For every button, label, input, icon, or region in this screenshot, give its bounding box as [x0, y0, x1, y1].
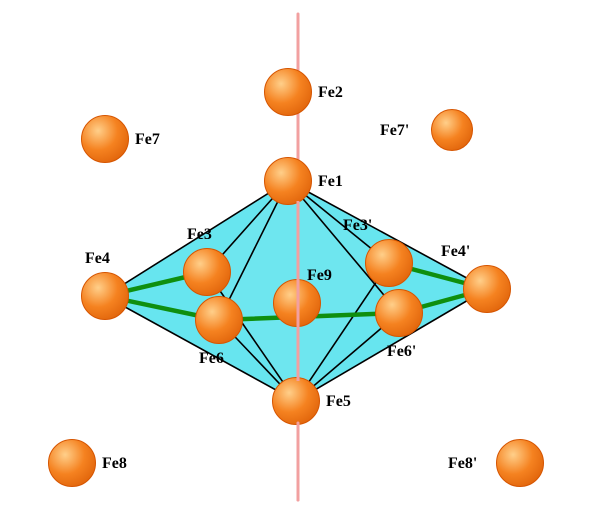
label-Fe7-prime: Fe7' [380, 122, 409, 140]
label-Fe3-prime: Fe3' [343, 217, 372, 235]
label-Fe6-prime: Fe6' [387, 343, 416, 361]
label-Fe4-prime: Fe4' [441, 243, 470, 261]
label-Fe9: Fe9 [307, 267, 332, 285]
label-Fe4: Fe4 [85, 250, 110, 268]
diagram-stage: Fe2 Fe7 Fe7' Fe1 Fe3 Fe3' Fe4 Fe4' Fe9 Fe6 Fe6' Fe5… [0, 0, 589, 514]
label-Fe8: Fe8 [102, 455, 127, 473]
label-Fe1: Fe1 [318, 173, 343, 191]
label-Fe3: Fe3 [187, 226, 212, 244]
label-Fe5: Fe5 [326, 393, 351, 411]
label-Fe6: Fe6 [199, 350, 224, 368]
label-Fe2: Fe2 [318, 84, 343, 102]
label-Fe7: Fe7 [135, 131, 160, 149]
label-Fe8-prime: Fe8' [448, 455, 477, 473]
